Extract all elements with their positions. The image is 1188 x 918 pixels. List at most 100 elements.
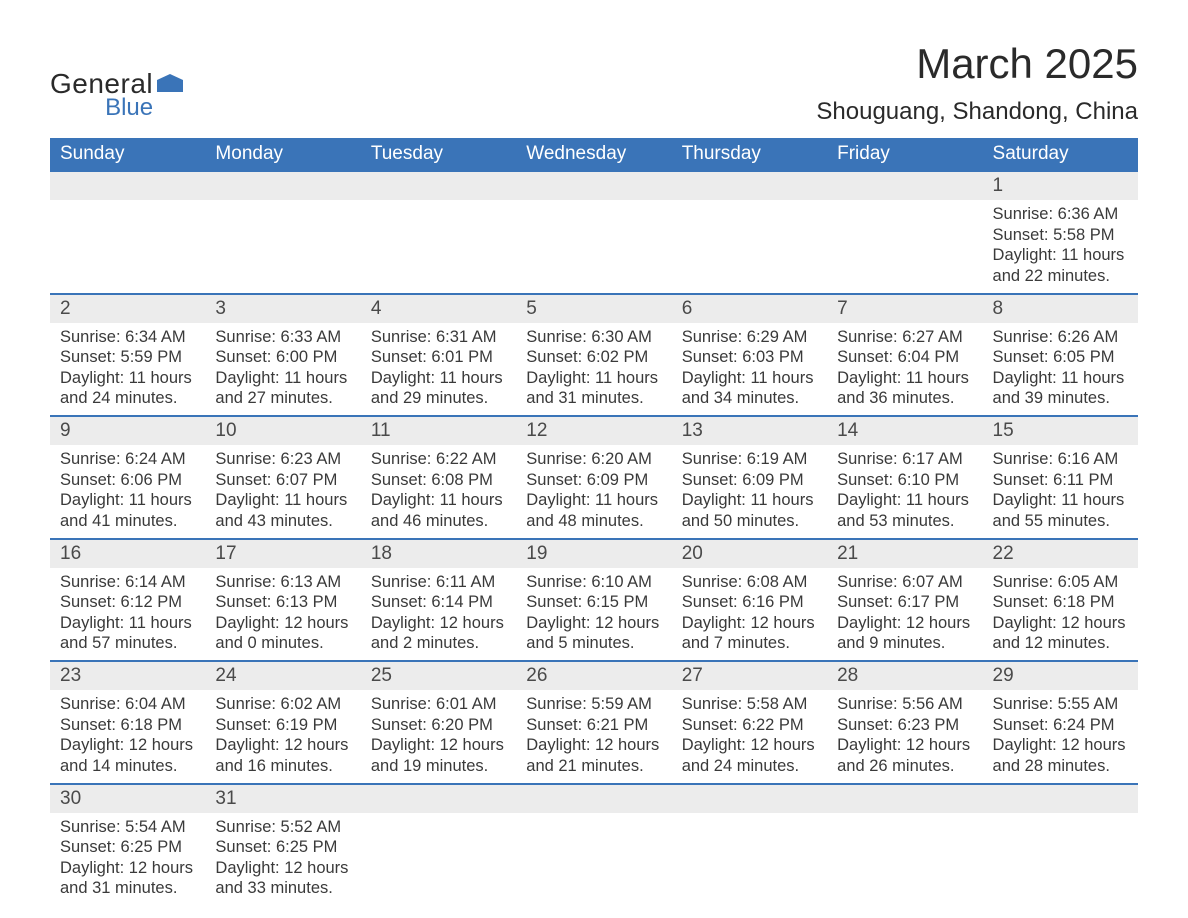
- sunset-text: Sunset: 6:25 PM: [60, 837, 195, 858]
- dayname: Sunday: [50, 138, 205, 171]
- sunset-text: Sunset: 6:20 PM: [371, 715, 506, 736]
- day-data-row: Sunrise: 5:54 AMSunset: 6:25 PMDaylight:…: [50, 813, 1138, 906]
- daylight-text: Daylight: 12 hours: [993, 613, 1128, 634]
- day-data-cell: Sunrise: 6:34 AMSunset: 5:59 PMDaylight:…: [50, 323, 205, 417]
- daylight-text: Daylight: 12 hours: [371, 735, 506, 756]
- day-number-cell: 20: [672, 539, 827, 568]
- day-data-cell: Sunrise: 6:14 AMSunset: 6:12 PMDaylight:…: [50, 568, 205, 662]
- day-data-cell: Sunrise: 6:24 AMSunset: 6:06 PMDaylight:…: [50, 445, 205, 539]
- daylight-text: Daylight: 11 hours: [371, 490, 506, 511]
- day-data-row: Sunrise: 6:36 AMSunset: 5:58 PMDaylight:…: [50, 200, 1138, 294]
- day-number-cell: 7: [827, 294, 982, 323]
- day-number-cell: [361, 171, 516, 200]
- daylight-text: and 57 minutes.: [60, 633, 195, 654]
- sunrise-text: Sunrise: 6:13 AM: [215, 572, 350, 593]
- daylight-text: and 41 minutes.: [60, 511, 195, 532]
- day-data-cell: Sunrise: 6:17 AMSunset: 6:10 PMDaylight:…: [827, 445, 982, 539]
- day-number-cell: 16: [50, 539, 205, 568]
- daylight-text: and 48 minutes.: [526, 511, 661, 532]
- day-number-cell: 8: [983, 294, 1138, 323]
- sunrise-text: Sunrise: 6:05 AM: [993, 572, 1128, 593]
- day-data-cell: Sunrise: 5:58 AMSunset: 6:22 PMDaylight:…: [672, 690, 827, 784]
- day-data-cell: [516, 813, 671, 906]
- day-number-cell: [827, 171, 982, 200]
- sunset-text: Sunset: 5:59 PM: [60, 347, 195, 368]
- day-number-cell: [516, 784, 671, 813]
- daylight-text: and 33 minutes.: [215, 878, 350, 899]
- sunset-text: Sunset: 6:24 PM: [993, 715, 1128, 736]
- day-data-cell: Sunrise: 5:56 AMSunset: 6:23 PMDaylight:…: [827, 690, 982, 784]
- sunset-text: Sunset: 6:04 PM: [837, 347, 972, 368]
- day-number-row: 1: [50, 171, 1138, 200]
- daylight-text: and 5 minutes.: [526, 633, 661, 654]
- daylight-text: and 21 minutes.: [526, 756, 661, 777]
- day-data-cell: Sunrise: 6:36 AMSunset: 5:58 PMDaylight:…: [983, 200, 1138, 294]
- daylight-text: Daylight: 11 hours: [60, 613, 195, 634]
- sunset-text: Sunset: 6:18 PM: [60, 715, 195, 736]
- day-data-cell: Sunrise: 6:05 AMSunset: 6:18 PMDaylight:…: [983, 568, 1138, 662]
- sunrise-text: Sunrise: 5:54 AM: [60, 817, 195, 838]
- flag-icon: [157, 74, 183, 92]
- sunset-text: Sunset: 5:58 PM: [993, 225, 1128, 246]
- daylight-text: and 12 minutes.: [993, 633, 1128, 654]
- sunrise-text: Sunrise: 6:19 AM: [682, 449, 817, 470]
- daylight-text: and 27 minutes.: [215, 388, 350, 409]
- day-data-cell: [827, 813, 982, 906]
- day-number-cell: 12: [516, 416, 671, 445]
- day-data-cell: [672, 813, 827, 906]
- day-data-cell: Sunrise: 5:55 AMSunset: 6:24 PMDaylight:…: [983, 690, 1138, 784]
- sunset-text: Sunset: 6:16 PM: [682, 592, 817, 613]
- day-number-cell: 9: [50, 416, 205, 445]
- calendar-table: Sunday Monday Tuesday Wednesday Thursday…: [50, 138, 1138, 905]
- sunset-text: Sunset: 6:12 PM: [60, 592, 195, 613]
- day-number-cell: 18: [361, 539, 516, 568]
- daylight-text: Daylight: 11 hours: [837, 368, 972, 389]
- day-number-cell: 22: [983, 539, 1138, 568]
- sunset-text: Sunset: 6:10 PM: [837, 470, 972, 491]
- daylight-text: Daylight: 11 hours: [526, 368, 661, 389]
- day-number-row: 16171819202122: [50, 539, 1138, 568]
- sunset-text: Sunset: 6:00 PM: [215, 347, 350, 368]
- daylight-text: and 50 minutes.: [682, 511, 817, 532]
- day-data-cell: Sunrise: 6:31 AMSunset: 6:01 PMDaylight:…: [361, 323, 516, 417]
- sunset-text: Sunset: 6:25 PM: [215, 837, 350, 858]
- day-data-cell: Sunrise: 6:07 AMSunset: 6:17 PMDaylight:…: [827, 568, 982, 662]
- daylight-text: and 34 minutes.: [682, 388, 817, 409]
- day-data-row: Sunrise: 6:34 AMSunset: 5:59 PM Daylight:…: [50, 323, 1138, 417]
- daylight-text: Daylight: 12 hours: [215, 613, 350, 634]
- day-number-cell: [205, 171, 360, 200]
- sunset-text: Sunset: 6:05 PM: [993, 347, 1128, 368]
- day-number-cell: [50, 171, 205, 200]
- sunrise-text: Sunrise: 6:33 AM: [215, 327, 350, 348]
- sunrise-text: Sunrise: 6:10 AM: [526, 572, 661, 593]
- day-number-cell: 4: [361, 294, 516, 323]
- daylight-text: and 19 minutes.: [371, 756, 506, 777]
- daylight-text: and 31 minutes.: [60, 878, 195, 899]
- month-title: March 2025: [816, 40, 1138, 88]
- day-data-cell: [827, 200, 982, 294]
- day-number-cell: 28: [827, 661, 982, 690]
- daylight-text: and 26 minutes.: [837, 756, 972, 777]
- sunset-text: Sunset: 6:09 PM: [526, 470, 661, 491]
- sunrise-text: Sunrise: 6:34 AM: [60, 327, 195, 348]
- day-number-cell: [361, 784, 516, 813]
- day-number-row: 2345678: [50, 294, 1138, 323]
- daylight-text: Daylight: 12 hours: [682, 735, 817, 756]
- header: General Blue March 2025 Shouguang, Shand…: [50, 40, 1138, 126]
- sunrise-text: Sunrise: 6:04 AM: [60, 694, 195, 715]
- daylight-text: Daylight: 12 hours: [215, 858, 350, 879]
- dayname: Friday: [827, 138, 982, 171]
- daylight-text: and 7 minutes.: [682, 633, 817, 654]
- day-data-row: Sunrise: 6:04 AMSunset: 6:18 PM Daylight:…: [50, 690, 1138, 784]
- sunrise-text: Sunrise: 6:30 AM: [526, 327, 661, 348]
- sunset-text: Sunset: 6:17 PM: [837, 592, 972, 613]
- day-data-cell: Sunrise: 6:30 AMSunset: 6:02 PMDaylight:…: [516, 323, 671, 417]
- sunrise-text: Sunrise: 6:31 AM: [371, 327, 506, 348]
- day-number-cell: 5: [516, 294, 671, 323]
- sunrise-text: Sunrise: 6:36 AM: [993, 204, 1128, 225]
- sunset-text: Sunset: 6:21 PM: [526, 715, 661, 736]
- sunrise-text: Sunrise: 6:01 AM: [371, 694, 506, 715]
- day-number-cell: 6: [672, 294, 827, 323]
- daylight-text: and 22 minutes.: [993, 266, 1128, 287]
- sunset-text: Sunset: 6:23 PM: [837, 715, 972, 736]
